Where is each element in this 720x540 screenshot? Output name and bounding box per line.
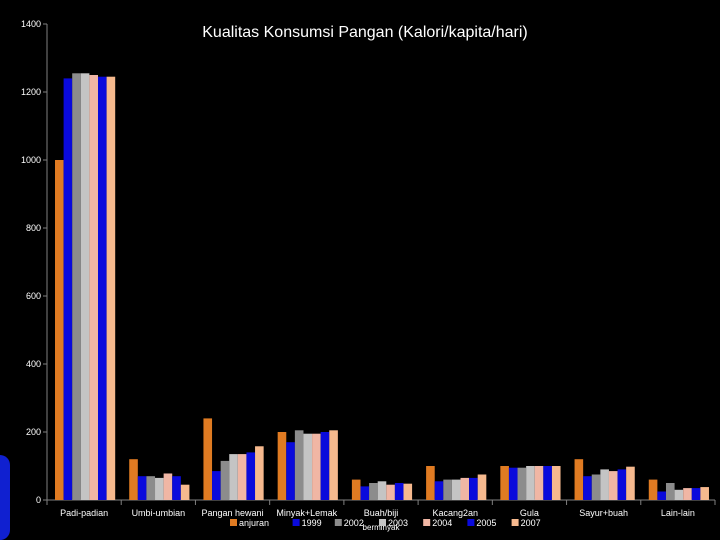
x-tick-label: Gula — [520, 508, 539, 518]
bar-2007-5 — [477, 474, 487, 500]
bar-2004-8 — [683, 488, 692, 500]
bar-anjuran-5 — [426, 466, 435, 500]
bar-2002-3 — [294, 430, 304, 500]
x-tick-label: Buah/biji — [364, 508, 399, 518]
legend-label-2007: 2007 — [521, 518, 541, 528]
x-tick-label: Minyak+Lemak — [276, 508, 337, 518]
y-tick-label: 400 — [26, 359, 41, 369]
legend-label-2005: 2005 — [476, 518, 496, 528]
bar-2002-0 — [72, 73, 81, 501]
bar-2005-6 — [543, 466, 552, 500]
bar-2005-5 — [469, 477, 478, 500]
bar-2005-4 — [394, 483, 404, 500]
bar-2007-2 — [255, 446, 264, 500]
y-tick-label: 1000 — [21, 155, 41, 165]
bar-anjuran-2 — [203, 418, 213, 500]
bar-2005-1 — [172, 476, 181, 500]
bar-1999-0 — [63, 78, 73, 501]
bar-2002-1 — [146, 476, 156, 500]
bar-1999-5 — [434, 481, 444, 500]
bar-anjuran-8 — [648, 479, 658, 500]
bar-2003-1 — [155, 477, 164, 500]
legend-swatch-2005 — [467, 519, 475, 526]
x-tick-label: Pangan hewani — [202, 508, 264, 518]
bar-2007-3 — [329, 430, 338, 500]
bar-2002-4 — [369, 483, 378, 500]
bar-1999-6 — [508, 467, 518, 500]
bar-anjuran-7 — [574, 459, 584, 500]
bar-2003-6 — [526, 466, 535, 500]
bar-2007-6 — [551, 466, 561, 500]
bar-2007-7 — [626, 466, 635, 500]
bar-2005-0 — [98, 76, 107, 500]
legend-swatch-2004 — [423, 519, 431, 526]
bar-2004-3 — [312, 433, 321, 500]
bar-2007-1 — [180, 484, 190, 500]
bar-2003-4 — [377, 481, 387, 500]
bar-2003-8 — [674, 489, 684, 500]
bar-2005-7 — [617, 469, 627, 500]
bar-2004-5 — [460, 477, 470, 500]
y-tick-label: 600 — [26, 291, 41, 301]
y-tick-label: 800 — [26, 223, 41, 233]
bar-2003-2 — [229, 454, 238, 500]
x-tick-sublabel: berminyak — [363, 523, 401, 532]
bar-1999-2 — [212, 471, 221, 500]
bar-1999-4 — [360, 486, 370, 500]
x-tick-label: Umbi-umbian — [132, 508, 186, 518]
x-tick-label: Kacang2an — [432, 508, 478, 518]
bar-anjuran-3 — [277, 432, 287, 500]
bar-2002-6 — [517, 467, 527, 500]
legend-swatch-2002 — [334, 519, 342, 526]
bar-2003-5 — [451, 479, 461, 500]
y-tick-label: 0 — [36, 495, 41, 505]
legend-label-2004: 2004 — [432, 518, 452, 528]
y-tick-label: 1400 — [21, 19, 41, 29]
bar-anjuran-1 — [129, 459, 138, 500]
bar-2002-5 — [443, 479, 452, 500]
x-tick-label: Lain-lain — [661, 508, 695, 518]
legend-label-1999: 1999 — [302, 518, 322, 528]
legend-swatch-2003 — [379, 519, 386, 526]
x-tick-label: Padi-padian — [60, 508, 108, 518]
legend-label-2003: 2003 — [388, 518, 408, 528]
bar-2004-2 — [237, 454, 247, 500]
legend-swatch-anjuran — [230, 519, 237, 526]
decorative-accent — [0, 455, 10, 540]
bar-2005-3 — [320, 432, 330, 500]
y-tick-label: 1200 — [21, 87, 41, 97]
legend-swatch-1999 — [292, 519, 300, 526]
bar-2007-4 — [403, 483, 413, 500]
bar-2004-7 — [608, 471, 618, 500]
bar-anjuran-4 — [351, 479, 361, 500]
legend-swatch-2007 — [511, 519, 519, 526]
bar-2004-0 — [89, 75, 98, 500]
legend-label-2002: 2002 — [344, 518, 364, 528]
bar-2007-0 — [106, 76, 116, 500]
bar-2007-8 — [700, 487, 709, 500]
bar-2003-0 — [80, 73, 90, 501]
x-tick-label: Sayur+buah — [579, 508, 628, 518]
bar-2003-3 — [303, 433, 313, 500]
bar-2002-2 — [220, 460, 230, 500]
bar-2003-7 — [600, 469, 609, 500]
bar-2002-8 — [665, 483, 675, 500]
bar-anjuran-6 — [500, 466, 509, 500]
y-tick-label: 200 — [26, 427, 41, 437]
bar-2004-1 — [163, 473, 173, 500]
bar-1999-3 — [286, 442, 295, 500]
bar-anjuran-0 — [55, 160, 64, 500]
bar-2004-6 — [534, 466, 544, 500]
bar-1999-7 — [583, 476, 592, 500]
chart-title: Kualitas Konsumsi Pangan (Kalori/kapita/… — [202, 24, 528, 41]
bar-1999-1 — [137, 476, 147, 500]
bar-2005-8 — [691, 488, 701, 500]
bar-1999-8 — [657, 491, 666, 500]
bar-2004-4 — [386, 484, 395, 500]
bar-2002-7 — [591, 474, 601, 500]
legend-label-anjuran: anjuran — [239, 518, 269, 528]
bar-2005-2 — [246, 452, 256, 500]
